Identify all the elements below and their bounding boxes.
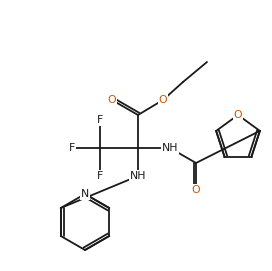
Text: NH: NH xyxy=(162,143,178,153)
Text: F: F xyxy=(69,143,75,153)
Text: O: O xyxy=(234,110,242,120)
Text: F: F xyxy=(97,115,103,125)
Text: O: O xyxy=(108,95,116,105)
Text: NH: NH xyxy=(130,171,146,181)
Text: O: O xyxy=(192,185,200,195)
Text: O: O xyxy=(159,95,167,105)
Text: F: F xyxy=(97,171,103,181)
Text: N: N xyxy=(81,189,89,199)
